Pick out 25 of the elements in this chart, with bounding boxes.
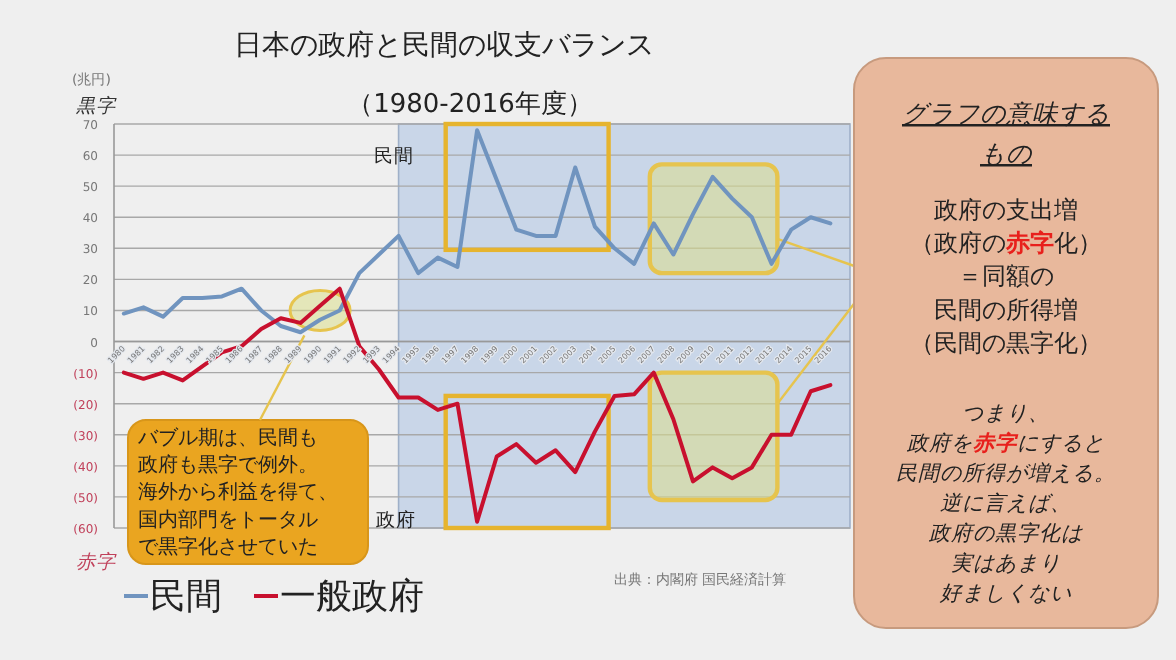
text: で黒字化させていた (138, 536, 318, 559)
chart-subtitle: （1980-2016年度） (347, 88, 593, 120)
text: 好ましくない (938, 582, 1072, 606)
annotation: 海外から利益を得て、 (138, 480, 338, 505)
text: 実はあまり (951, 552, 1061, 576)
text: 民間の所得増 (934, 295, 1078, 324)
chart-title: 日本の政府と民間の収支バランス (234, 30, 654, 62)
legend-label: 民間 (150, 576, 222, 618)
text: （政府の赤字化） (910, 229, 1102, 258)
annotation: 政府も黒字で例外。 (138, 453, 318, 478)
text: 黒字 (76, 94, 118, 118)
text: ＝同額の (958, 262, 1054, 291)
text: 逆に言えば、 (940, 492, 1072, 516)
legend-label: 一般政府 (280, 576, 424, 618)
annotation: 民間 (374, 146, 414, 168)
annotation: 国内部門をトータル (138, 507, 318, 532)
annotation: バブル期は、民間も (136, 426, 318, 450)
text: 政府の黒字化は (929, 522, 1083, 546)
text: 民間の所得が増える。 (896, 460, 1116, 486)
text: （民間の黒字化） (910, 328, 1102, 357)
text: 赤字 (76, 550, 118, 574)
text: つまり、 (962, 402, 1050, 426)
annotation: 政府 (376, 508, 416, 532)
text: 政府を赤字にすると (907, 430, 1105, 456)
text: 政府の支出増 (934, 196, 1078, 224)
